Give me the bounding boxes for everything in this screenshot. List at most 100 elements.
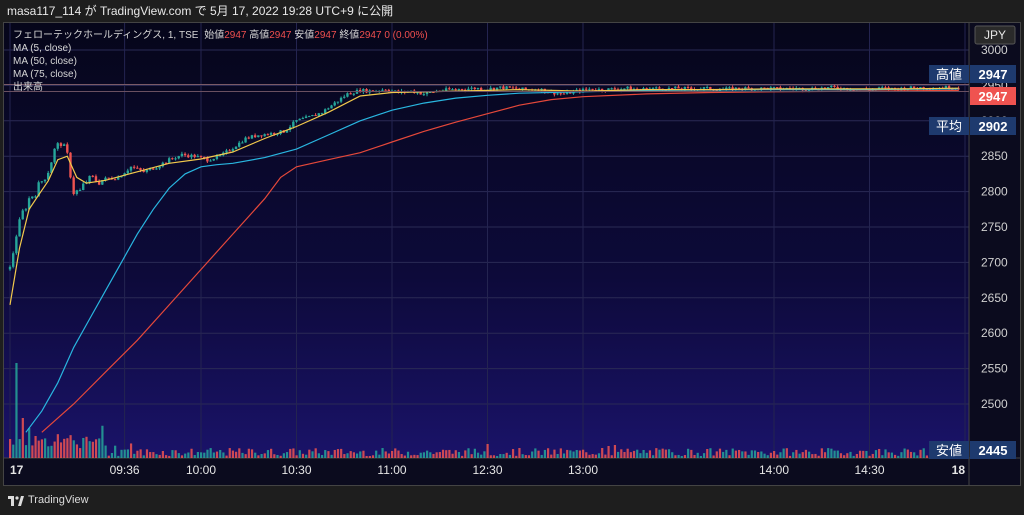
candle-body (225, 150, 228, 153)
volume-bar (196, 452, 200, 458)
price-tag-value: 2947 (979, 89, 1008, 104)
volume-bar (617, 451, 620, 458)
volume-bar (349, 451, 352, 458)
candle-body (457, 89, 461, 91)
volume-bar (913, 452, 916, 458)
volume-bar (553, 449, 556, 458)
volume-bar (588, 454, 591, 458)
volume-bar (260, 453, 263, 458)
ma5-line (9, 87, 959, 305)
candle-body (212, 158, 215, 161)
volume-bar (505, 452, 508, 458)
candle-body (830, 85, 833, 88)
volume-bar (814, 453, 817, 458)
candle-body (912, 86, 916, 89)
candle-body (505, 86, 508, 90)
candlestick-chart[interactable]: JPY2500255026002650270027502800285029002… (3, 22, 1021, 486)
volume-bar (702, 453, 706, 458)
volume-bar (534, 448, 537, 458)
volume-bar (279, 455, 282, 458)
chart-frame[interactable]: JPY2500255026002650270027502800285029002… (3, 22, 1021, 486)
tradingview-logo-icon (8, 496, 24, 506)
candle-body (72, 177, 75, 194)
candle-body (744, 87, 747, 90)
candle-body (651, 87, 655, 89)
volume-bar (792, 452, 795, 458)
candle-body (352, 93, 355, 95)
volume-bar (448, 449, 451, 458)
candle-body (725, 87, 728, 90)
candle-body (642, 88, 645, 90)
candle-body (655, 87, 658, 89)
candle-body (253, 135, 257, 138)
candle-body (807, 90, 811, 92)
volume-bar (515, 455, 518, 458)
volume-bar (254, 452, 257, 458)
volume-bar (839, 453, 843, 458)
candle-body (269, 133, 273, 135)
ohlc-low-value: 2947 (314, 30, 337, 41)
candle-body (62, 144, 66, 146)
candle-body (521, 87, 524, 90)
volume-bar (811, 454, 814, 458)
candle-body (349, 93, 352, 95)
volume-bar (212, 452, 215, 458)
candle-body (852, 89, 855, 91)
volume-bar (890, 452, 893, 458)
volume-bar (400, 454, 403, 458)
candle-body (117, 177, 120, 180)
volume-bar (238, 448, 241, 458)
volume-bar (98, 438, 101, 458)
volume-bar (874, 450, 878, 458)
volume-bar (734, 450, 737, 458)
candle-body (705, 87, 709, 89)
candle-body (94, 176, 98, 182)
volume-bar (158, 454, 161, 458)
candle-body (358, 89, 362, 93)
volume-bar (776, 454, 779, 458)
ohlc-high-value: 2947 (269, 30, 292, 41)
volume-bar (757, 451, 760, 458)
candle-body (514, 87, 518, 89)
candle-body (37, 182, 40, 197)
legend-indicator-volume[interactable]: 出来高 (13, 82, 43, 93)
candle-body (47, 172, 50, 180)
volume-bar (355, 453, 359, 458)
y-tick-label: 2550 (981, 362, 1008, 376)
volume-bar (263, 453, 266, 458)
volume-bar (295, 455, 298, 458)
volume-bar (117, 455, 120, 458)
volume-bar (327, 451, 330, 458)
ohlc-open-value: 2947 (224, 30, 247, 41)
volume-bar (511, 449, 515, 458)
candle-body (298, 118, 301, 121)
legend-indicator-ma50[interactable]: MA (50, close) (13, 56, 77, 67)
candle-body (24, 209, 28, 211)
volume-bar (550, 454, 553, 458)
volume-bar (747, 454, 750, 458)
candle-body (763, 87, 766, 89)
candle-body (584, 88, 588, 90)
candle-body (826, 87, 830, 89)
x-tick-label: 18 (952, 463, 966, 477)
ohlc-high-label: 高値 (249, 30, 270, 41)
candle-body (600, 88, 604, 91)
candle-body (556, 93, 559, 95)
volume-bar (728, 455, 731, 458)
volume-bar (231, 450, 235, 458)
volume-bar (594, 454, 597, 458)
legend-indicator-ma5[interactable]: MA (5, close) (13, 43, 72, 54)
price-tag-value-bg (970, 65, 1016, 83)
volume-bar (677, 454, 680, 458)
candle-body (836, 86, 839, 89)
volume-bar (909, 451, 913, 458)
legend-indicator-ma75[interactable]: MA (75, close) (13, 69, 77, 80)
volume-bar (604, 454, 607, 458)
candle-body (849, 89, 852, 91)
candle-body (31, 196, 34, 199)
currency-label: JPY (984, 28, 1006, 42)
candle-body (292, 121, 295, 127)
candle-body (78, 190, 82, 192)
candle-body (597, 88, 601, 91)
volume-bar (722, 451, 725, 458)
